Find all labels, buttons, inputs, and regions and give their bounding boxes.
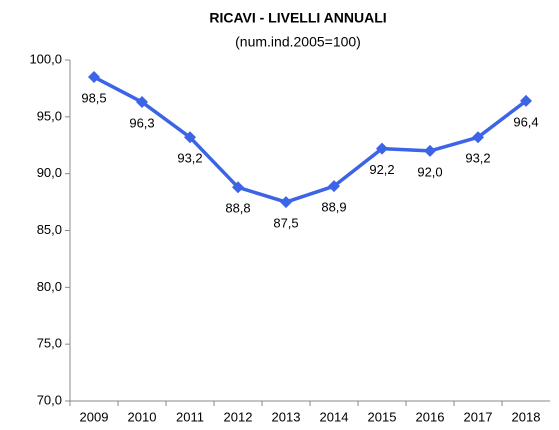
x-tick-label: 2016 (416, 409, 445, 424)
x-tick-label: 2009 (80, 409, 109, 424)
y-tick-label: 90,0 (37, 165, 62, 180)
chart-subtitle: (num.ind.2005=100) (235, 34, 361, 50)
data-label: 87,5 (273, 216, 298, 231)
marker (424, 144, 436, 157)
marker (376, 142, 388, 155)
data-label: 93,2 (177, 151, 202, 166)
y-tick-label: 80,0 (37, 279, 62, 294)
x-tick-label: 2015 (368, 409, 397, 424)
marker (184, 131, 196, 144)
data-label: 98,5 (81, 90, 106, 105)
x-tick-label: 2013 (272, 409, 301, 424)
data-label: 92,0 (417, 164, 442, 179)
data-label: 96,3 (129, 115, 154, 130)
chart-title: RICAVI - LIVELLI ANNUALI (209, 10, 386, 26)
marker (232, 181, 244, 194)
y-tick-label: 75,0 (37, 336, 62, 351)
marker (88, 71, 100, 84)
data-label: 92,2 (369, 162, 394, 177)
data-label: 93,2 (465, 151, 490, 166)
x-tick-label: 2018 (512, 409, 541, 424)
y-tick-label: 100,0 (29, 51, 62, 66)
x-tick-label: 2011 (176, 409, 204, 424)
x-tick-label: 2012 (224, 409, 253, 424)
y-tick-label: 95,0 (37, 108, 62, 123)
marker (328, 180, 340, 193)
x-tick-label: 2017 (464, 409, 493, 424)
marker (280, 196, 292, 209)
line (93, 75, 528, 204)
x-tick-label: 2010 (128, 409, 157, 424)
data-label: 88,9 (321, 200, 346, 215)
marker (136, 96, 148, 109)
data-label: 96,4 (513, 114, 538, 129)
data-label: 88,8 (225, 201, 250, 216)
x-tick-label: 2014 (320, 409, 349, 424)
y-tick-label: 85,0 (37, 222, 62, 237)
y-tick-label: 70,0 (37, 392, 62, 407)
marker (520, 94, 532, 107)
marker (472, 131, 484, 144)
